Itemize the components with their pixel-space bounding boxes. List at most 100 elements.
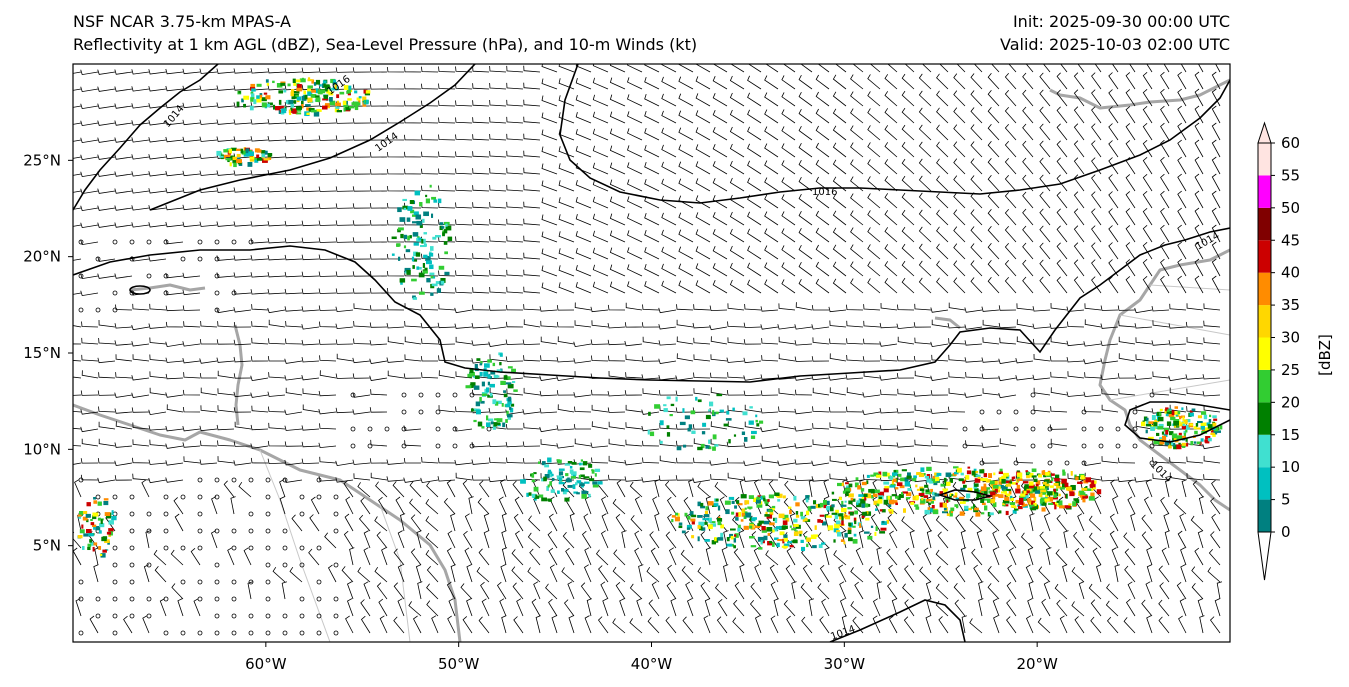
wind-barb xyxy=(319,355,337,362)
wind-barb xyxy=(370,439,388,447)
echo-cell xyxy=(305,104,311,107)
wind-barb xyxy=(506,167,524,175)
echo-cell xyxy=(895,496,899,499)
echo-cell xyxy=(1088,496,1095,501)
wind-barb xyxy=(858,530,865,549)
wind-barb xyxy=(301,118,320,125)
wind-barb xyxy=(685,581,694,600)
wind-barb xyxy=(955,565,966,583)
echo-cell xyxy=(261,153,266,158)
wind-barb xyxy=(336,353,354,362)
colorbar-segment xyxy=(1258,402,1271,435)
wind-barb xyxy=(165,305,184,312)
wind-barb xyxy=(284,271,303,278)
echo-cell xyxy=(92,542,98,546)
wind-barb xyxy=(987,107,1000,124)
wind-barb xyxy=(523,82,541,90)
wind-barb xyxy=(872,615,881,634)
wind-barb xyxy=(1142,156,1153,175)
wind-barb xyxy=(426,583,439,600)
echo-cell xyxy=(346,85,352,91)
wind-barb xyxy=(624,390,643,396)
wind-barb xyxy=(404,253,422,260)
wind-barb xyxy=(648,599,660,617)
wind-barb xyxy=(541,64,558,73)
wind-barb xyxy=(1073,259,1085,277)
echo-cell xyxy=(761,529,767,533)
wind-barb xyxy=(987,226,1000,243)
echo-cell xyxy=(907,472,911,477)
wind-barb xyxy=(936,90,949,107)
echo-cell xyxy=(741,431,746,436)
echo-cell xyxy=(92,512,99,517)
calm-marker xyxy=(197,630,203,636)
wind-barb xyxy=(199,373,217,379)
wind-barb xyxy=(506,65,524,73)
wind-barb xyxy=(513,513,524,532)
wind-barb xyxy=(1179,598,1187,617)
echo-cell xyxy=(681,530,686,534)
wind-barb xyxy=(600,530,609,549)
wind-barb xyxy=(217,440,235,447)
wind-barb xyxy=(744,421,762,430)
echo-cell xyxy=(966,470,972,475)
wind-barb xyxy=(987,277,1000,294)
echo-cell xyxy=(801,546,806,552)
wind-barb xyxy=(395,496,405,515)
echo-cell xyxy=(892,500,898,504)
wind-barb xyxy=(523,319,541,328)
wind-barb xyxy=(592,179,609,192)
wind-barb xyxy=(345,615,354,634)
wind-barb xyxy=(1004,140,1017,158)
wind-barb xyxy=(1083,341,1102,347)
echo-cell xyxy=(768,494,774,499)
wind-barb xyxy=(1083,460,1102,466)
echo-cell xyxy=(1017,504,1020,508)
echo-cell xyxy=(836,530,840,534)
echo-cell xyxy=(697,399,702,403)
wind-barb xyxy=(1177,173,1187,192)
echo-cell xyxy=(436,288,442,293)
wind-barb xyxy=(1004,259,1017,277)
wind-barb xyxy=(1038,566,1051,583)
echo-cell xyxy=(993,472,996,476)
calm-marker xyxy=(265,494,271,500)
echo-cell xyxy=(983,491,988,496)
wind-barb xyxy=(931,319,949,328)
wind-barb xyxy=(1160,207,1170,226)
calm-marker xyxy=(299,596,305,602)
echo-cell xyxy=(412,265,415,269)
echo-cell xyxy=(932,491,935,496)
wind-barb xyxy=(1152,457,1170,464)
echo-cell xyxy=(253,99,257,105)
wind-barb xyxy=(846,338,864,345)
wind-barb xyxy=(998,322,1017,329)
echo-cell xyxy=(918,473,924,478)
wind-barb xyxy=(267,85,286,91)
echo-cell xyxy=(304,94,308,100)
echo-cell xyxy=(1154,419,1160,423)
wind-barb xyxy=(1203,474,1221,481)
wind-barb xyxy=(727,321,745,328)
wind-barb xyxy=(1004,276,1017,294)
echo-cell xyxy=(883,481,890,485)
wind-barb xyxy=(284,203,303,210)
wind-barb xyxy=(1091,208,1102,226)
wind-barb xyxy=(1050,302,1068,311)
echo-cell xyxy=(256,154,260,159)
echo-cell xyxy=(775,526,782,530)
echo-cell xyxy=(572,484,576,490)
wind-barb xyxy=(863,338,881,345)
wind-barb xyxy=(936,107,949,124)
echo-cell xyxy=(397,228,401,233)
colorbar-tick-label: 15 xyxy=(1281,426,1300,444)
wind-barb xyxy=(284,254,303,261)
calm-marker xyxy=(367,426,373,432)
calm-marker xyxy=(129,596,135,602)
wind-barb xyxy=(625,404,643,413)
wind-barb xyxy=(98,372,116,379)
echo-cell xyxy=(106,531,112,535)
wind-barb xyxy=(216,357,235,363)
wind-barb xyxy=(1198,496,1205,515)
wind-barb xyxy=(182,289,201,296)
